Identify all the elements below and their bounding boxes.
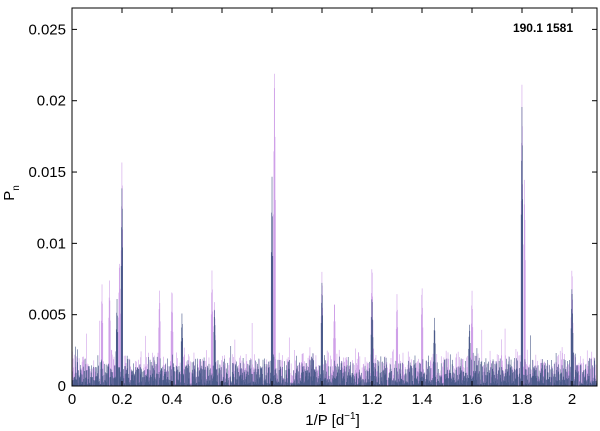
plot-annotation: 190.1 1581 [513,21,573,35]
x-tick-label: 0.2 [112,391,133,408]
y-axis-label-sub: n [11,185,22,191]
x-tick-label: 0.8 [262,391,283,408]
x-axis-label-sup: −1 [344,411,356,422]
y-axis-label-base: P [1,191,18,201]
y-tick-label: 0 [58,378,66,395]
x-tick-label: 0 [68,391,76,408]
ticks: 0 0.2 0.4 0.6 0.8 1 1.2 1.4 1.6 1.8 2 0 0.005 0.01 0.0… [28,8,597,408]
y-tick-label: 0.005 [28,307,66,324]
x-tick-label: 1.6 [462,391,483,408]
x-axis-label-base: 1/P [d [305,412,344,429]
x-tick-label: 1.2 [362,391,383,408]
y-axis-label: Pn [1,185,22,201]
axes-frame [71,7,598,387]
x-tick-label: 0.6 [212,391,233,408]
plot-area: 0 0.2 0.4 0.6 0.8 1 1.2 1.4 1.6 1.8 2 0 0.005 0.01 0.0… [28,7,598,408]
x-axis-label-end: ] [356,412,360,429]
y-tick-label: 0.01 [37,235,66,252]
y-tick-label: 0.02 [37,93,66,110]
x-tick-label: 1.8 [512,391,533,408]
y-tick-label: 0.015 [28,164,66,181]
x-tick-label: 1 [318,391,326,408]
x-tick-label: 0.4 [162,391,183,408]
y-tick-label: 0.025 [28,21,66,38]
x-tick-label: 2 [568,391,576,408]
x-axis-label: 1/P [d−1] [305,411,360,429]
x-tick-label: 1.4 [412,391,433,408]
